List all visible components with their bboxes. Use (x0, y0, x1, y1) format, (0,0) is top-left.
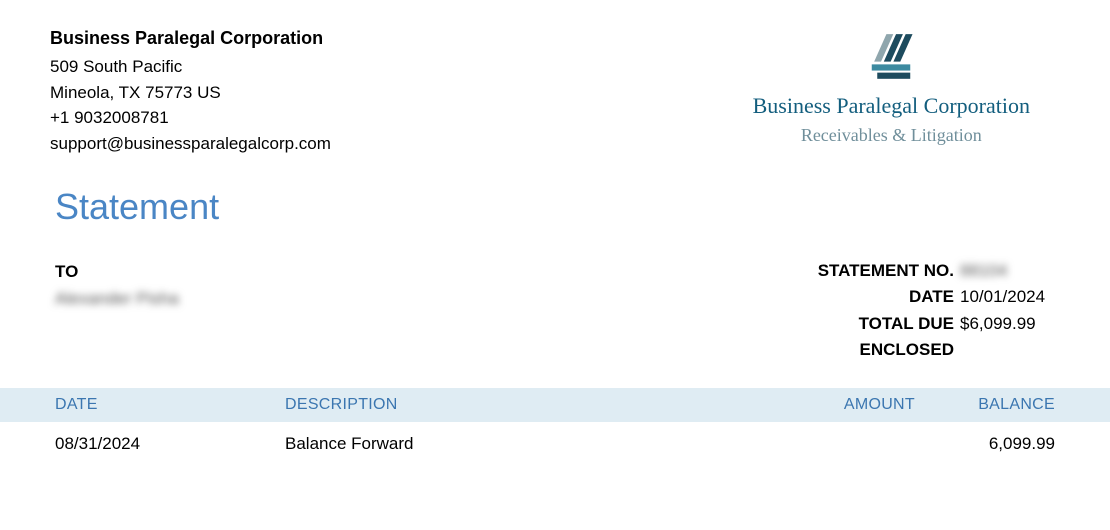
col-header-date: DATE (55, 396, 285, 414)
date-label: DATE (785, 284, 960, 310)
company-block: Business Paralegal Corporation 509 South… (50, 25, 331, 156)
company-name: Business Paralegal Corporation (50, 25, 331, 52)
logo-tagline: Receivables & Litigation (753, 125, 1030, 146)
header-row: Business Paralegal Corporation 509 South… (0, 0, 1110, 156)
statement-table: DATE DESCRIPTION AMOUNT BALANCE 08/31/20… (0, 388, 1110, 462)
meta-row-date: DATE 10/01/2024 (785, 284, 1060, 310)
cell-date: 08/31/2024 (55, 434, 285, 454)
to-name: Alexander Pisha (55, 285, 179, 312)
table-header: DATE DESCRIPTION AMOUNT BALANCE (0, 388, 1110, 422)
company-addr1: 509 South Pacific (50, 54, 331, 80)
logo-block: Business Paralegal Corporation Receivabl… (753, 25, 1060, 156)
table-row: 08/31/2024 Balance Forward 6,099.99 (0, 422, 1110, 462)
meta-block: STATEMENT NO. 88104 DATE 10/01/2024 TOTA… (785, 258, 1060, 363)
col-header-balance: BALANCE (915, 396, 1055, 414)
enclosed-label: ENCLOSED (785, 337, 960, 363)
date-value: 10/01/2024 (960, 284, 1060, 310)
meta-row-enclosed: ENCLOSED (785, 337, 1060, 363)
cell-balance: 6,099.99 (915, 434, 1055, 454)
total-due-label: TOTAL DUE (785, 311, 960, 337)
enclosed-value (960, 337, 1060, 363)
statement-no-value: 88104 (960, 258, 1060, 284)
mid-row: TO Alexander Pisha STATEMENT NO. 88104 D… (0, 238, 1110, 363)
total-due-value: $6,099.99 (960, 311, 1060, 337)
company-phone: +1 9032008781 (50, 105, 331, 131)
meta-row-statement-no: STATEMENT NO. 88104 (785, 258, 1060, 284)
col-header-description: DESCRIPTION (285, 396, 775, 414)
to-label: TO (55, 258, 179, 285)
cell-amount (775, 434, 915, 454)
meta-row-total-due: TOTAL DUE $6,099.99 (785, 311, 1060, 337)
statement-title: Statement (0, 156, 1110, 238)
to-block: TO Alexander Pisha (55, 258, 179, 363)
logo-company-name: Business Paralegal Corporation (753, 93, 1030, 119)
col-header-amount: AMOUNT (775, 396, 915, 414)
company-logo-icon (856, 30, 926, 85)
company-email: support@businessparalegalcorp.com (50, 131, 331, 157)
cell-description: Balance Forward (285, 434, 775, 454)
statement-no-label: STATEMENT NO. (785, 258, 960, 284)
company-addr2: Mineola, TX 75773 US (50, 80, 331, 106)
